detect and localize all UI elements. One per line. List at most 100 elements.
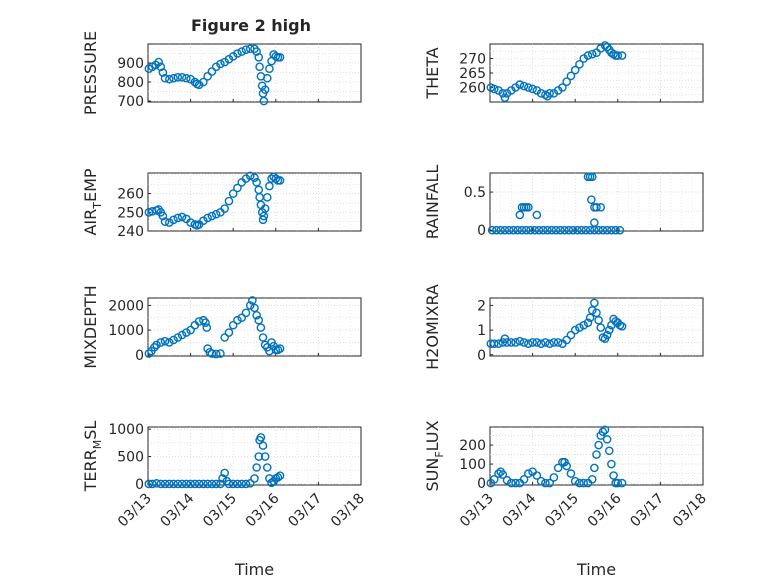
data-point (207, 211, 217, 221)
series-markers (487, 172, 625, 235)
data-point (156, 338, 166, 347)
data-point (504, 225, 514, 235)
data-point (275, 471, 285, 480)
data-point (515, 80, 525, 89)
axes-box (489, 43, 704, 103)
subplot-mixdepth: 0 1000 2000 MIXDEPTH (81, 285, 362, 369)
data-point (199, 315, 208, 325)
data-point (228, 479, 238, 489)
data-point (575, 323, 584, 332)
data-point (587, 172, 597, 182)
data-point (228, 320, 238, 330)
data-point (224, 54, 234, 64)
data-point (489, 339, 499, 348)
data-point (237, 47, 247, 56)
data-point (265, 64, 274, 74)
data-point (617, 478, 627, 488)
axes-box (147, 297, 362, 357)
data-point (494, 339, 503, 348)
data-point (224, 196, 234, 206)
data-point (545, 478, 554, 488)
y-tick-label: 0.5 (464, 185, 486, 201)
y-tick-label: 2000 (108, 298, 144, 314)
data-point (587, 306, 597, 315)
data-point (190, 479, 200, 489)
data-point (169, 335, 178, 345)
data-point (489, 474, 499, 484)
x-tick-label: 03/16 (585, 490, 625, 530)
data-point (203, 72, 212, 81)
data-point (203, 479, 212, 489)
data-point (260, 204, 270, 213)
data-point (604, 446, 614, 456)
x-tick-label: 03/13 (457, 491, 497, 531)
series-markers (144, 433, 285, 489)
x-tick-label: 03/18 (670, 491, 710, 531)
data-point (592, 48, 601, 58)
data-point (562, 77, 571, 86)
data-point (233, 315, 242, 325)
data-point (524, 469, 533, 478)
data-point (617, 51, 627, 60)
data-point (177, 330, 187, 340)
data-point (220, 333, 229, 342)
axes-box (489, 172, 704, 232)
data-point (252, 47, 261, 56)
data-point (228, 52, 238, 61)
data-point (252, 310, 261, 320)
x-axis-label: Time (576, 560, 616, 579)
data-point (199, 479, 208, 489)
data-point (271, 174, 281, 183)
data-point (202, 323, 212, 332)
data-point (517, 225, 527, 235)
series-markers (486, 298, 627, 348)
data-point (150, 343, 159, 352)
data-point (216, 59, 225, 69)
data-point (237, 313, 247, 323)
data-point (177, 479, 187, 489)
data-point (233, 49, 242, 58)
data-point (617, 322, 627, 331)
data-point (256, 433, 266, 442)
data-point (613, 51, 623, 60)
data-point (152, 479, 161, 488)
data-point (190, 77, 200, 87)
x-tick-label: 03/14 (500, 490, 540, 530)
data-point (144, 349, 154, 358)
data-point (233, 479, 242, 489)
data-point (275, 344, 285, 353)
data-point (583, 51, 593, 60)
y-tick-label: 1000 (108, 323, 144, 339)
x-tick-label: 03/16 (243, 490, 283, 530)
y-axis-label: THETA (423, 47, 442, 99)
y-tick-label: 0 (477, 348, 486, 364)
y-axis-label: MIXDEPTH (81, 285, 100, 368)
y-tick-label: 250 (117, 205, 144, 221)
data-point (224, 328, 234, 337)
data-point (220, 57, 229, 67)
data-point (534, 225, 544, 235)
data-point (598, 427, 608, 437)
data-point (594, 315, 603, 325)
data-point (492, 225, 501, 235)
data-point (173, 333, 183, 342)
y-tick-label: 1 (477, 323, 486, 339)
figure-title: Figure 2 high (191, 16, 311, 35)
data-point (211, 209, 221, 219)
x-tick-label: 03/14 (158, 490, 198, 530)
data-point (555, 225, 565, 235)
data-point (250, 173, 259, 182)
data-point (575, 60, 584, 69)
data-point (498, 470, 508, 479)
data-point (551, 225, 561, 235)
x-tick-label: 03/18 (328, 491, 368, 531)
data-point (570, 325, 580, 335)
data-point (564, 225, 574, 235)
data-point (587, 49, 597, 59)
data-point (254, 452, 264, 461)
data-point (275, 176, 285, 185)
data-point (511, 338, 520, 347)
y-axis-label: AIRTEMP (81, 168, 104, 235)
subplot-rainfall: 0 0.5 RAINFALL (423, 165, 704, 239)
data-point (575, 478, 584, 488)
